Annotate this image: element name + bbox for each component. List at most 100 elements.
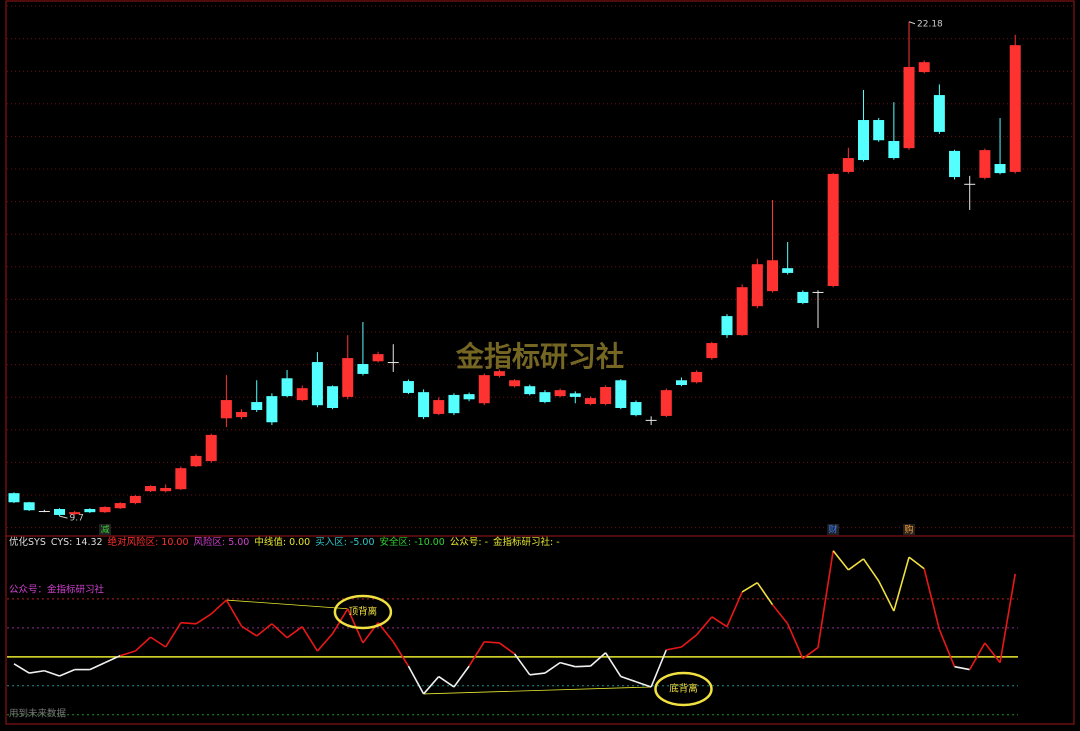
candle-body [433,400,445,414]
candle-body [675,380,687,386]
candle-body [888,141,900,159]
candle-body [994,163,1006,174]
candle-body [84,509,96,513]
candle-body [342,358,354,397]
indicator-segment [923,568,941,630]
candle-body [873,120,885,141]
candle-body [509,380,521,387]
indicator-segment [513,653,531,676]
divergence-line [226,599,348,610]
indicator-segment [893,556,910,612]
note: 公众号：金指标研习社 [9,584,105,596]
candle-body [858,120,870,161]
indicator-segment [210,599,227,615]
indicator-segment [347,608,364,644]
candle-body [691,371,703,383]
indicator-segment [741,581,758,593]
series-last-value: 14.32 [75,537,102,548]
event-label: 购 [905,524,914,536]
indicator-header: 优化SYS CYS: 14.32 绝对风险区: 10.00 风险区: 5.00 中线值: 0.0… [9,536,560,548]
candle-body [721,316,733,336]
indicator-segment [89,661,106,671]
event-marker [903,524,916,535]
candle-body [645,419,657,421]
candle-body [463,394,475,400]
candle-body [236,411,248,418]
indicator-segment [604,652,622,677]
indicator-segment [271,623,288,639]
candle-body [554,390,566,397]
indicator-segment [165,622,182,648]
indicator-segment [529,672,546,676]
extra-field: 金指标研习社: - [493,536,560,548]
candle-body [372,354,384,362]
max-leader [908,21,916,25]
indicator-segment [969,642,986,670]
indicator-segment [241,625,258,637]
indicator-segment [104,654,121,664]
candle-body [160,488,172,492]
indicator-segment [44,669,60,677]
indicator-segment [817,550,834,648]
candle-body [327,386,339,408]
candle-body [979,150,991,178]
candle-body [812,291,824,293]
candle-body [38,510,50,512]
indicator-segment [666,646,682,651]
candle-body [600,387,612,405]
candle-body [630,402,642,416]
indicator-title: 优化SYS [9,536,46,548]
candle-body [114,503,126,509]
candle-body [387,362,399,364]
indicator-segment [620,675,637,683]
candle-body [357,364,369,374]
indicator-segment [438,675,455,688]
min-leader [59,515,68,519]
level-name: 绝对风险区: [108,536,159,548]
indicator-segment [984,642,1001,664]
indicator-segment [392,641,410,667]
candle-body [524,386,536,395]
indicator-segment [316,633,334,652]
indicator-segment [726,591,743,628]
candle-body [782,268,794,273]
candle-body [918,62,930,73]
indicator-segment [150,636,167,648]
max-price-label: 22.18 [917,19,943,29]
indicator-segment [195,613,212,625]
candle-body [129,495,141,504]
indicator-segment [13,663,30,674]
indicator-segment [119,650,136,657]
indicator-segment [301,626,319,652]
indicator-segment [29,669,45,674]
indicator-segment [256,623,273,637]
indicator-segment [650,649,668,688]
annotation-label: 底背离 [669,683,698,695]
frame [5,0,1075,725]
indicator-segment [680,634,698,648]
candle-body [69,512,81,515]
indicator-segment [484,640,500,644]
min-price-label: 9.7 [70,514,84,524]
candle-body [751,264,763,307]
indicator-segment [59,668,75,677]
event-label: 财 [829,524,838,536]
candle-body [266,396,278,423]
candle-body [402,381,414,393]
candle-body [706,343,718,359]
indicator-segment [589,652,607,667]
indicator-segment [696,616,713,636]
candle-body [1009,45,1021,172]
candle-body [493,371,505,376]
indicator-segment [802,646,819,660]
candle-body [933,95,945,132]
indicator-segment [286,626,303,639]
indicator-segment [544,661,561,674]
level-label: 10.00 [161,537,188,548]
indicator-segment [407,665,425,695]
indicator-segment [225,599,243,627]
indicator-segment [999,573,1017,663]
candle-body [584,398,596,405]
